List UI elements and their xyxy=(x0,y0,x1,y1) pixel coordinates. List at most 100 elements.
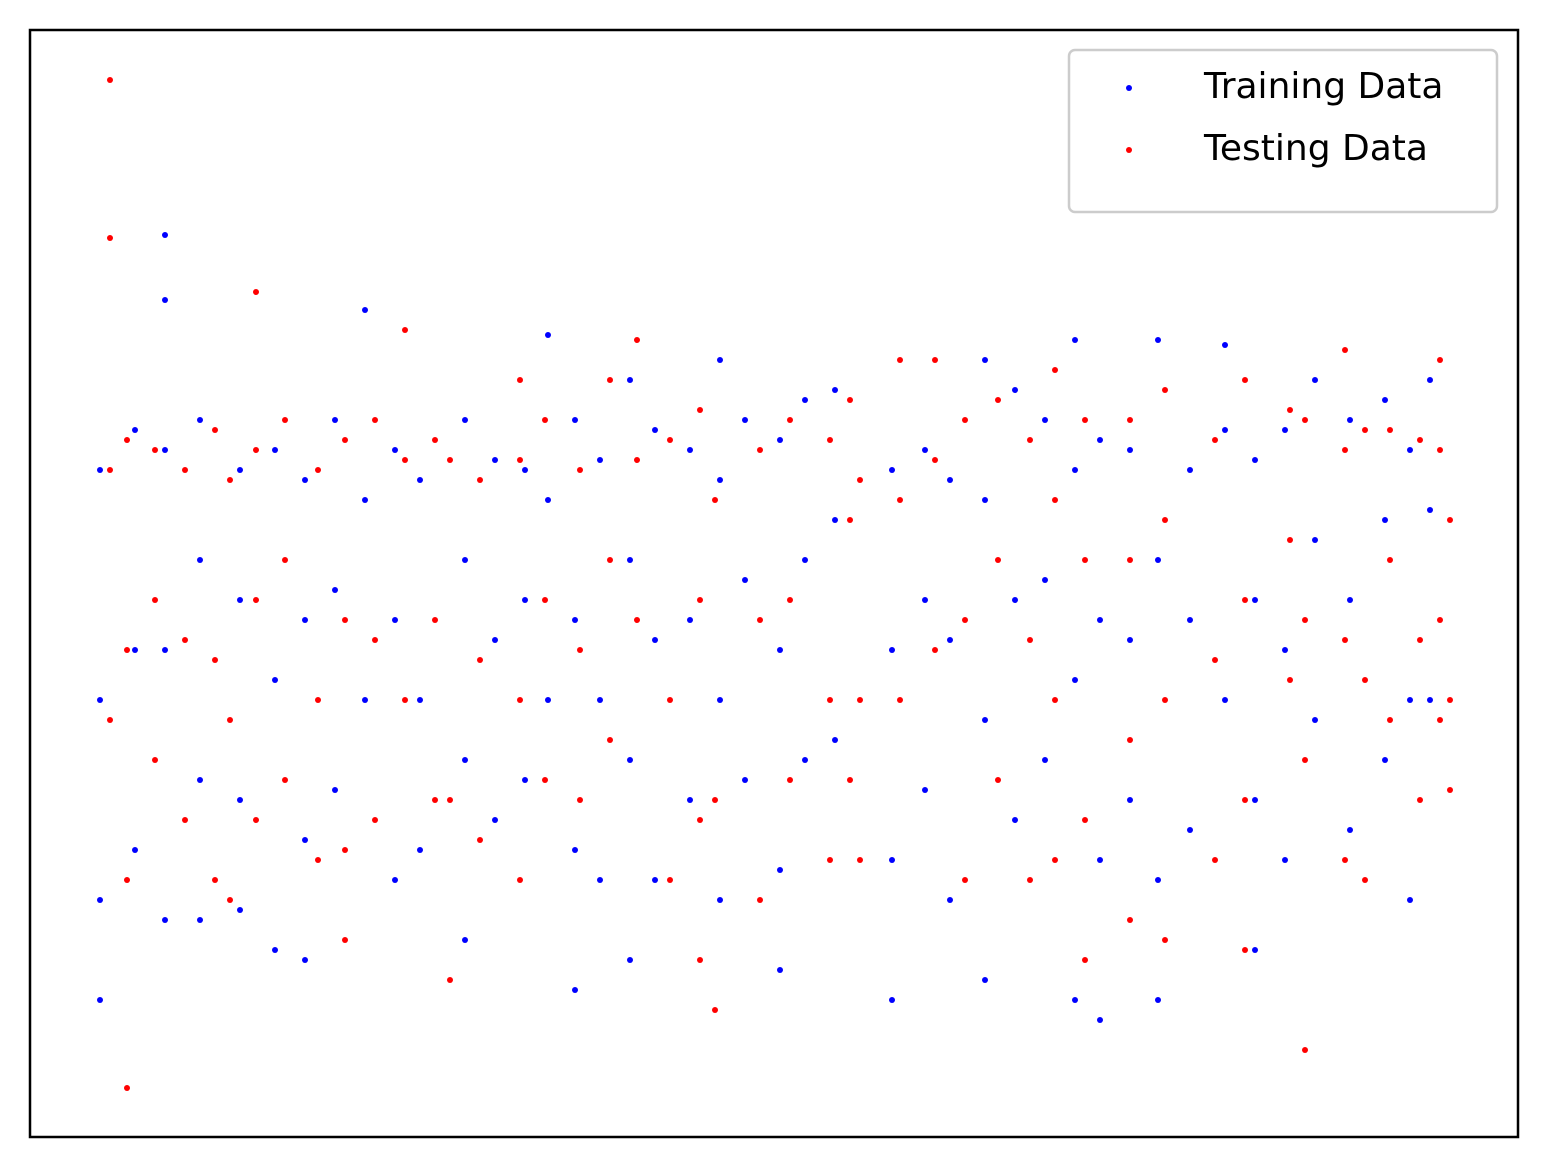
scatter-point xyxy=(897,357,903,363)
scatter-point xyxy=(922,597,928,603)
scatter-point xyxy=(1072,677,1078,683)
scatter-point xyxy=(402,697,408,703)
plot-area xyxy=(97,77,1453,1091)
scatter-point xyxy=(1437,717,1443,723)
scatter-point xyxy=(1082,957,1088,963)
scatter-point xyxy=(712,497,718,503)
scatter-point xyxy=(962,417,968,423)
scatter-point xyxy=(857,697,863,703)
scatter-point xyxy=(447,457,453,463)
scatter-point xyxy=(227,897,233,903)
scatter-point xyxy=(1252,947,1258,953)
scatter-point xyxy=(272,447,278,453)
scatter-point xyxy=(392,447,398,453)
scatter-point xyxy=(237,467,243,473)
scatter-point xyxy=(627,557,633,563)
scatter-point xyxy=(1342,447,1348,453)
scatter-point xyxy=(342,847,348,853)
scatter-point xyxy=(237,907,243,913)
scatter-point xyxy=(1072,337,1078,343)
scatter-point xyxy=(332,787,338,793)
scatter-point xyxy=(1127,637,1133,643)
scatter-point xyxy=(572,987,578,993)
scatter-point xyxy=(97,697,103,703)
scatter-point xyxy=(542,777,548,783)
scatter-point xyxy=(1347,417,1353,423)
scatter-point xyxy=(1222,342,1228,348)
scatter-point xyxy=(1222,697,1228,703)
scatter-point xyxy=(1342,347,1348,353)
scatter-point xyxy=(1427,377,1433,383)
scatter-point xyxy=(847,517,853,523)
scatter-point xyxy=(1052,367,1058,373)
scatter-point xyxy=(757,897,763,903)
scatter-point xyxy=(1052,697,1058,703)
scatter-point xyxy=(362,497,368,503)
scatter-point xyxy=(1127,447,1133,453)
scatter-point xyxy=(162,647,168,653)
scatter-point xyxy=(597,877,603,883)
scatter-point xyxy=(227,477,233,483)
scatter-point xyxy=(832,387,838,393)
scatter-point xyxy=(1052,857,1058,863)
scatter-point xyxy=(1242,377,1248,383)
legend-box xyxy=(1067,48,1499,214)
scatter-point xyxy=(124,1085,130,1091)
scatter-point xyxy=(315,467,321,473)
scatter-point xyxy=(687,617,693,623)
legend: Training Data Testing Data xyxy=(1067,48,1499,214)
scatter-point xyxy=(717,697,723,703)
scatter-point xyxy=(253,817,259,823)
scatter-point xyxy=(787,597,793,603)
scatter-point xyxy=(1382,397,1388,403)
scatter-point xyxy=(932,457,938,463)
scatter-point xyxy=(542,417,548,423)
scatter-point xyxy=(827,697,833,703)
scatter-point xyxy=(787,417,793,423)
scatter-point xyxy=(717,897,723,903)
scatter-point xyxy=(182,467,188,473)
scatter-point xyxy=(392,877,398,883)
scatter-point xyxy=(1097,437,1103,443)
scatter-point xyxy=(1302,617,1308,623)
scatter-point xyxy=(107,467,113,473)
scatter-point xyxy=(392,617,398,623)
scatter-point xyxy=(132,427,138,433)
scatter-point xyxy=(577,467,583,473)
scatter-point xyxy=(124,877,130,883)
scatter-point xyxy=(1312,717,1318,723)
scatter-point xyxy=(1347,827,1353,833)
scatter-point xyxy=(1162,517,1168,523)
scatter-point xyxy=(995,397,1001,403)
scatter-point xyxy=(162,447,168,453)
scatter-point xyxy=(947,637,953,643)
scatter-point xyxy=(1162,387,1168,393)
scatter-point xyxy=(477,837,483,843)
scatter-point xyxy=(372,817,378,823)
scatter-point xyxy=(1072,997,1078,1003)
scatter-point xyxy=(1387,427,1393,433)
scatter-point xyxy=(1362,877,1368,883)
scatter-point xyxy=(152,757,158,763)
scatter-point xyxy=(1127,797,1133,803)
scatter-point xyxy=(162,232,168,238)
scatter-point xyxy=(1282,857,1288,863)
scatter-point xyxy=(1302,757,1308,763)
scatter-point xyxy=(1407,447,1413,453)
scatter-point xyxy=(827,857,833,863)
scatter-point xyxy=(572,417,578,423)
scatter-point xyxy=(667,437,673,443)
scatter-point xyxy=(627,757,633,763)
scatter-point xyxy=(847,777,853,783)
scatter-point xyxy=(282,417,288,423)
scatter-point xyxy=(152,597,158,603)
scatter-point xyxy=(432,797,438,803)
scatter-point xyxy=(712,1007,718,1013)
scatter-point xyxy=(97,467,103,473)
scatter-point xyxy=(597,697,603,703)
scatter-point xyxy=(1387,717,1393,723)
scatter-point xyxy=(1042,417,1048,423)
scatter-point xyxy=(152,447,158,453)
scatter-point xyxy=(517,697,523,703)
